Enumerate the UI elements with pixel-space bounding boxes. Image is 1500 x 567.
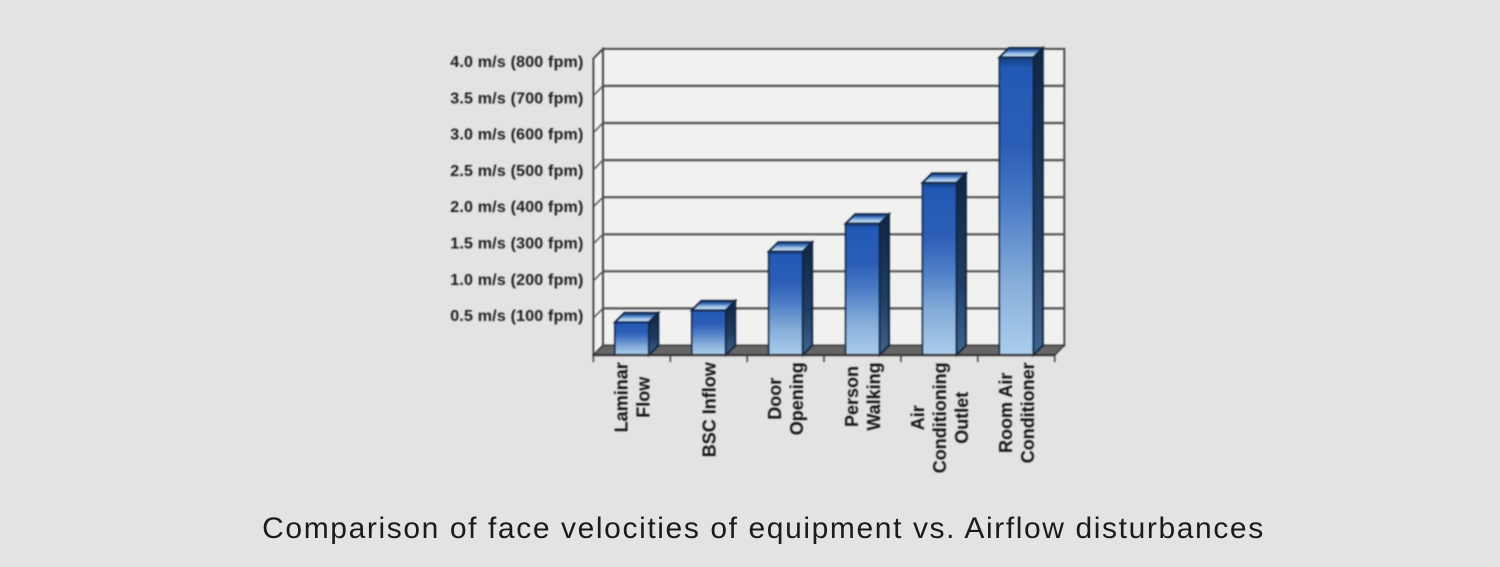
svg-text:1.5 m/s (300 fpm): 1.5 m/s (300 fpm) xyxy=(450,236,583,253)
svg-text:2.0 m/s (400 fpm): 2.0 m/s (400 fpm) xyxy=(450,199,583,216)
svg-text:4.0 m/s (800 fpm): 4.0 m/s (800 fpm) xyxy=(450,54,583,71)
svg-text:3.0 m/s (600 fpm): 3.0 m/s (600 fpm) xyxy=(450,127,583,144)
svg-text:BSC Inflow: BSC Inflow xyxy=(699,361,719,457)
svg-text:3.5 m/s (700 fpm): 3.5 m/s (700 fpm) xyxy=(450,90,583,107)
svg-text:2.5 m/s (500 fpm): 2.5 m/s (500 fpm) xyxy=(450,163,583,180)
svg-text:1.0 m/s (200 fpm): 1.0 m/s (200 fpm) xyxy=(450,272,583,289)
svg-text:0.5 m/s (100 fpm): 0.5 m/s (100 fpm) xyxy=(450,308,583,325)
